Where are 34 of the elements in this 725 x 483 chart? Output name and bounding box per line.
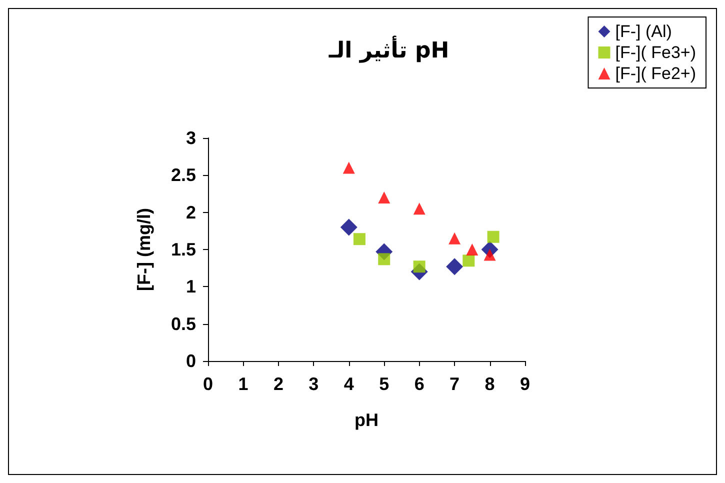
x-tick-label: 2 [273, 374, 284, 394]
y-tick-label: 2 [186, 202, 196, 222]
y-tick-label: 1 [186, 276, 196, 297]
legend-label: [F-] (Al) [615, 22, 672, 41]
point [353, 233, 366, 246]
point [446, 258, 464, 276]
x-tick-label: 3 [308, 374, 319, 394]
chart-title: تأثير الـ pH [328, 36, 450, 64]
y-tick-label: 2.5 [170, 165, 196, 186]
point [466, 244, 478, 256]
x-tick-label: 1 [238, 374, 248, 394]
point [448, 232, 461, 244]
x-axis-title: pH [354, 410, 378, 430]
point [487, 230, 500, 243]
y-axis-title: [F-] (mg/l) [134, 208, 154, 291]
x-tick-label: 7 [450, 374, 460, 394]
point [342, 162, 355, 174]
point [413, 202, 426, 215]
x-tick-label: 8 [484, 374, 495, 394]
point [340, 218, 358, 236]
x-tick-label: 0 [202, 374, 214, 394]
point [378, 253, 390, 266]
x-tick-label: 4 [344, 374, 354, 394]
x-tick-label: 6 [414, 374, 424, 394]
legend-label: [F-]( Fe3+) [615, 43, 696, 62]
y-tick-label: 0.5 [170, 314, 196, 334]
x-tick-label: 5 [379, 374, 390, 394]
point [378, 191, 390, 204]
point [462, 254, 475, 267]
y-tick-label: 0 [186, 351, 196, 371]
y-tick-label: 3 [186, 128, 196, 148]
y-tick-label: 1.5 [170, 240, 196, 260]
legend-label: [F-]( Fe2+) [615, 64, 696, 83]
x-tick-label: 9 [520, 374, 530, 394]
